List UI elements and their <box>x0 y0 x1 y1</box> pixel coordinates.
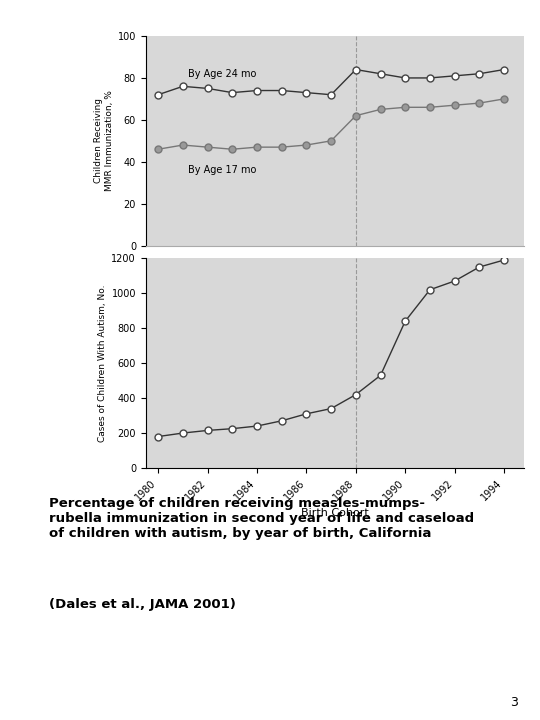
Text: (Dales et al., JAMA 2001): (Dales et al., JAMA 2001) <box>49 598 235 611</box>
Text: By Age 17 mo: By Age 17 mo <box>188 165 256 175</box>
X-axis label: Birth Cohort: Birth Cohort <box>301 508 369 518</box>
Text: By Age 24 mo: By Age 24 mo <box>188 68 256 78</box>
Y-axis label: Cases of Children With Autism, No.: Cases of Children With Autism, No. <box>98 284 107 442</box>
Y-axis label: Children Receiving
MMR Immunization, %: Children Receiving MMR Immunization, % <box>94 91 113 192</box>
Text: 3: 3 <box>510 696 518 709</box>
Text: Percentage of children receiving measles-mumps-
rubella immunization in second y: Percentage of children receiving measles… <box>49 497 474 540</box>
